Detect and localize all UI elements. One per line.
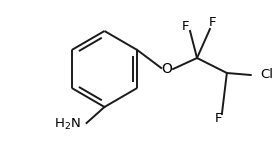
Text: F: F — [215, 113, 223, 125]
Text: H$_2$N: H$_2$N — [54, 116, 81, 132]
Text: O: O — [162, 62, 173, 76]
Text: F: F — [209, 16, 217, 29]
Text: Cl: Cl — [261, 69, 274, 81]
Text: F: F — [181, 19, 189, 32]
